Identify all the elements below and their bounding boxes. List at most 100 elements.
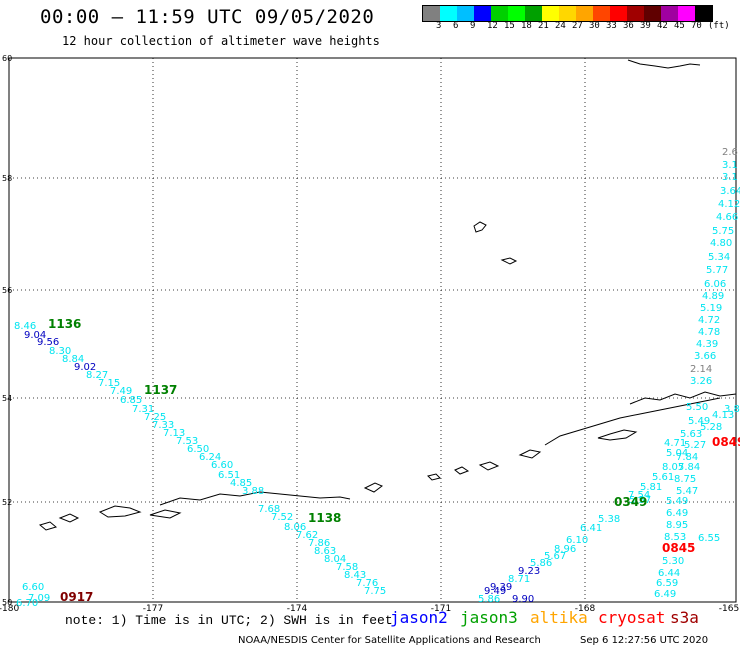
wave-height-label: 3.85	[724, 404, 740, 415]
legend-label: 36	[623, 21, 634, 31]
wave-height-label: 5.61	[652, 472, 674, 483]
island-unalaska	[597, 429, 638, 441]
wave-height-label: 5.49	[688, 416, 710, 427]
wave-height-label: 3.1	[722, 160, 738, 171]
wave-height-label: 7.31	[132, 404, 154, 415]
legend-label: 42	[657, 21, 668, 31]
legend-label: 45	[674, 21, 685, 31]
wave-height-label: 4.85	[230, 478, 252, 489]
lon-label: -168	[575, 604, 596, 614]
wave-height-label: 5.67	[544, 551, 566, 562]
legend-swatch	[627, 6, 644, 21]
wave-height-label: 7.86	[308, 538, 330, 549]
legend-swatch	[678, 6, 695, 21]
wave-height-label: 9.49	[484, 586, 506, 597]
wave-height-label: 8.27	[86, 370, 108, 381]
lon-label: -165	[719, 604, 739, 614]
wave-height-label: 6.51	[218, 470, 240, 481]
legend-label: 12	[487, 21, 498, 31]
wave-height-label: 7.84	[678, 462, 700, 473]
wave-height-label: 7.54	[628, 490, 650, 501]
wave-height-label: 8.63	[314, 546, 336, 557]
legend-label: 3	[436, 21, 442, 31]
wave-height-label: 6.44	[658, 568, 680, 579]
legend-swatch	[457, 6, 474, 21]
wave-height-label: 7.25	[144, 412, 166, 423]
wave-height-label: 7.33	[152, 420, 174, 431]
wave-height-label: 6.49	[666, 508, 688, 519]
wave-height-label: 8.30	[49, 346, 71, 357]
map-subtitle: 12 hour collection of altimeter wave hei…	[62, 34, 380, 48]
wave-height-label: 5.57	[629, 495, 651, 506]
legend-label: 70	[691, 21, 702, 31]
wave-height-label: 6.49	[654, 589, 676, 600]
wave-height-label: 7.09	[28, 593, 50, 604]
lat-label: 60	[2, 54, 12, 63]
legend-label: 30	[589, 21, 600, 31]
wave-height-label: 5.47	[676, 486, 698, 497]
wave-height-label: 3.64	[720, 186, 740, 197]
footnote: note: 1) Time is in UTC; 2) SWH is in fe…	[65, 613, 393, 628]
legend-swatch	[491, 6, 508, 21]
wave-height-label: 5.04	[666, 448, 688, 459]
legend-label: (ft)	[708, 21, 730, 31]
wave-height-label: 5.86	[478, 594, 500, 605]
island-near-1	[58, 513, 80, 523]
legend-swatch	[423, 6, 440, 21]
wave-height-label: 7.52	[271, 512, 293, 523]
mission-altika: altika	[530, 608, 588, 627]
legend-swatch	[508, 6, 525, 21]
coastline-north	[627, 59, 701, 69]
legend-swatch	[644, 6, 661, 21]
wave-height-label: 7.76	[356, 578, 378, 589]
mission-cryosat: cryosat	[598, 608, 666, 627]
legend-label: 6	[453, 21, 459, 31]
legend-swatch	[695, 6, 712, 21]
mission-jason3: jason3	[460, 608, 518, 627]
legend-label: 15	[504, 21, 515, 31]
pass-time-label: 0845	[662, 541, 695, 555]
color-legend-bar	[422, 5, 713, 22]
legend-swatch	[542, 6, 559, 21]
latitude-labels: 60 58 56 54 52 50	[2, 54, 12, 607]
wave-height-label: 5.80	[0, 0, 22, 3]
map-frame	[8, 57, 737, 603]
legend-label: 33	[606, 21, 617, 31]
island-amchitka	[149, 509, 182, 519]
wave-height-label: 8.84	[62, 354, 84, 365]
wave-height-label: 5.27	[684, 440, 706, 451]
legend-label: 21	[538, 21, 549, 31]
coastline-aleutian-east	[544, 397, 721, 446]
wave-height-label: 6.55	[698, 533, 720, 544]
wave-height-label: 4.89	[702, 291, 724, 302]
wave-height-label: 4.66	[716, 212, 738, 223]
graticule	[9, 58, 736, 602]
wave-height-label: 9.23	[518, 566, 540, 577]
lon-label: -171	[431, 604, 451, 614]
wave-height-label: 7.49	[110, 386, 132, 397]
wave-height-label: 6.50	[187, 444, 209, 455]
wave-height-label: 6.06	[704, 279, 726, 290]
island-near-2	[38, 521, 58, 531]
wave-height-label: 2.14	[690, 364, 712, 375]
legend-swatch	[440, 6, 457, 21]
wave-height-label: 5.19	[700, 303, 722, 314]
wave-height-label: 8.05	[662, 462, 684, 473]
legend-label: 39	[640, 21, 651, 31]
wave-height-label: 6.60	[22, 582, 44, 593]
wave-height-label: 8.04	[324, 554, 346, 565]
lon-label: -174	[287, 604, 308, 614]
generated-timestamp: Sep 6 12:27:56 UTC 2020	[580, 635, 709, 646]
pass-time-label: 0849	[712, 435, 740, 449]
coastline-aleutian-west	[159, 491, 351, 506]
wave-height-label: 5.28	[700, 422, 722, 433]
wave-height-label: 7.13	[163, 428, 185, 439]
island-st-matthew	[473, 221, 487, 233]
wave-height-label: 2.6	[722, 147, 738, 158]
legend-swatch	[474, 6, 491, 21]
wave-height-label: 8.43	[344, 570, 366, 581]
wave-height-label: 4.13	[712, 410, 734, 421]
wave-height-label: 9.04	[24, 330, 46, 341]
island-atka	[363, 482, 383, 493]
